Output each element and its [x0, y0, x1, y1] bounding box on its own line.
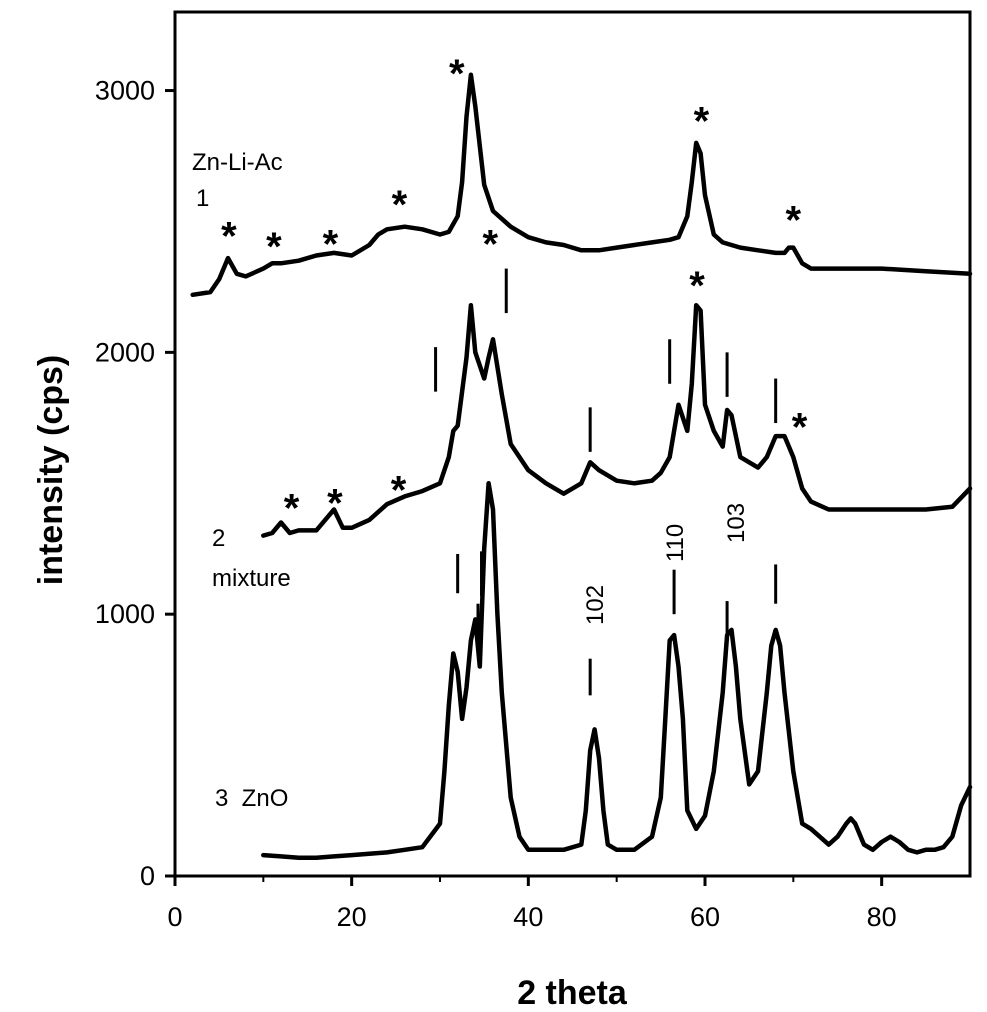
x-tick-label: 60: [690, 902, 720, 932]
peak-star: *: [392, 183, 408, 227]
peak-star: *: [266, 225, 282, 269]
peak-star: *: [694, 99, 710, 143]
x-tick-label: 80: [867, 902, 897, 932]
annotations: Zn-Li-Ac 1 2 mixture 3 ZnO 102 110 103: [192, 149, 750, 812]
peak-star: *: [792, 406, 808, 450]
x-axis: 0 20 40 60 80: [167, 876, 897, 932]
peak-star: *: [284, 487, 300, 531]
y-tick-label: 3000: [95, 76, 155, 106]
peak-star: *: [323, 222, 339, 266]
plot-border: [173, 10, 972, 878]
peak-label-110: 110: [662, 524, 689, 562]
peak-star: *: [221, 214, 237, 258]
peak-star: *: [689, 264, 705, 308]
peak-star: *: [786, 199, 802, 243]
peak-star: *: [391, 468, 407, 512]
series-layer: [190, 72, 973, 860]
y-axis-title: intensity (cps): [32, 355, 70, 585]
series-label-1-number: 1: [196, 185, 209, 212]
series-label-2-title: mixture: [212, 565, 291, 592]
series-zn-li-ac: [190, 72, 973, 298]
y-tick-label: 0: [140, 861, 155, 891]
x-tick-label: 40: [513, 902, 543, 932]
x-tick-label: 20: [337, 902, 367, 932]
series-label-3: 3 ZnO: [215, 785, 288, 812]
y-tick-label: 1000: [95, 599, 155, 629]
peak-star: *: [327, 482, 343, 526]
y-tick-label: 2000: [95, 337, 155, 367]
x-tick-label: 0: [167, 902, 182, 932]
series-zno: [261, 481, 973, 860]
series-mixture: [261, 302, 973, 538]
x-axis-title: 2 theta: [517, 974, 628, 1012]
peak-label-103: 103: [723, 503, 750, 543]
plot-frame: [173, 10, 972, 878]
y-axis: 0 1000 2000 3000: [95, 76, 175, 891]
series-label-2-number: 2: [212, 525, 225, 552]
peak-label-102: 102: [582, 585, 609, 625]
peak-star: *: [449, 52, 465, 96]
series-label-1-title: Zn-Li-Ac: [192, 149, 283, 176]
peak-star: *: [483, 222, 499, 266]
peak-markers: * * * * * * * * * * * * *: [221, 52, 808, 696]
